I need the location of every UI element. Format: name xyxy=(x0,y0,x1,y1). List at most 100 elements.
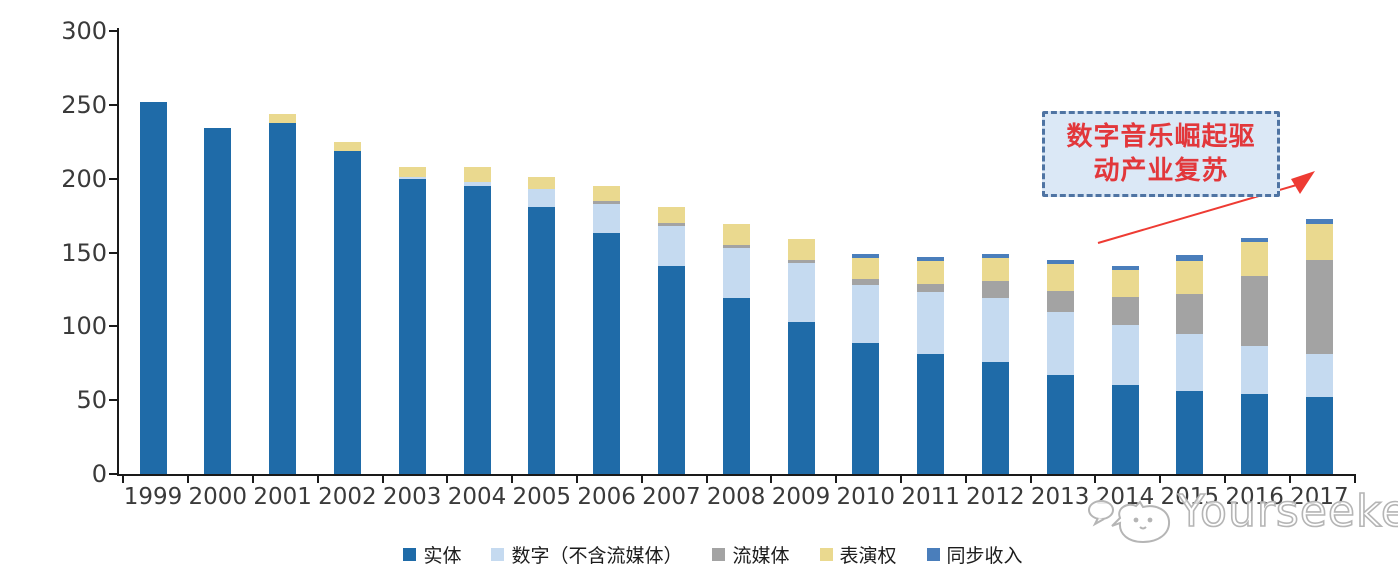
bar-2004 xyxy=(463,166,491,474)
bar-segment-2001 xyxy=(269,122,297,474)
bar-segment-2011 xyxy=(917,354,945,474)
bar-2005 xyxy=(528,177,556,474)
annotation-callout-box: 数字音乐崛起驱 动产业复苏 xyxy=(1042,111,1280,197)
bar-2015 xyxy=(1176,255,1204,474)
bar-segment-2005 xyxy=(528,206,556,474)
x-axis-tick xyxy=(252,474,254,483)
bar-2011 xyxy=(917,256,945,474)
x-axis-tick xyxy=(187,474,190,483)
x-axis-tick xyxy=(316,474,319,483)
bar-segment-2010 xyxy=(852,342,880,474)
annotation-text-line1: 数字音乐崛起驱 xyxy=(1066,122,1256,152)
x-axis-category-label: 2008 xyxy=(706,484,766,510)
x-axis-tick xyxy=(1159,474,1162,483)
x-axis-category-label: 1999 xyxy=(123,484,183,510)
bar-segment-2013 xyxy=(1046,264,1074,291)
bar-segment-2013 xyxy=(1046,375,1074,474)
legend-item: 数字（不含流媒体） xyxy=(491,541,682,568)
y-axis-tick xyxy=(109,103,119,106)
bar-segment-2003 xyxy=(398,177,426,179)
x-axis-tick xyxy=(900,474,902,483)
bar-2002 xyxy=(333,141,361,474)
bar-segment-1999 xyxy=(139,101,167,474)
legend-item: 同步收入 xyxy=(926,541,1023,568)
bar-2009 xyxy=(787,239,815,474)
watermark-text: Yourseeker xyxy=(1177,485,1398,538)
x-axis-category-label: 2002 xyxy=(318,484,377,510)
bar-segment-2005 xyxy=(528,189,556,207)
x-axis-category-label: 2013 xyxy=(1030,484,1090,510)
y-axis-tick-label: 300 xyxy=(61,17,107,45)
bar-segment-2010 xyxy=(852,285,880,343)
bar-segment-2017 xyxy=(1305,259,1333,355)
legend-label: 实体 xyxy=(423,545,462,567)
x-axis-tick xyxy=(1094,474,1097,483)
y-axis-tick xyxy=(109,251,119,254)
bar-segment-2015 xyxy=(1176,255,1204,262)
bar-segment-2011 xyxy=(917,256,945,262)
annotation-text-line2: 动产业复苏 xyxy=(1093,156,1229,186)
bar-segment-2015 xyxy=(1176,333,1204,392)
legend-swatch-icon xyxy=(712,548,726,561)
bar-segment-2015 xyxy=(1176,293,1204,334)
bar-segment-2004 xyxy=(463,181,491,187)
bar-segment-2013 xyxy=(1046,311,1074,376)
bar-segment-2014 xyxy=(1111,296,1139,325)
x-axis-tick xyxy=(770,474,773,483)
x-axis-category-label: 2009 xyxy=(771,484,831,510)
bar-segment-2012 xyxy=(981,254,1009,259)
bar-segment-2008 xyxy=(722,245,750,249)
legend-swatch-icon xyxy=(491,548,505,561)
x-axis-tick xyxy=(640,474,643,483)
x-axis-category-label: 2000 xyxy=(188,484,248,510)
bar-segment-2002 xyxy=(333,150,361,474)
bar-segment-2006 xyxy=(593,233,621,474)
bar-segment-2017 xyxy=(1305,354,1333,398)
x-axis-tick xyxy=(576,474,578,483)
x-axis-tick xyxy=(964,474,967,483)
bar-segment-2016 xyxy=(1241,345,1269,395)
bar-segment-2014 xyxy=(1111,270,1139,297)
bar-segment-2006 xyxy=(593,186,621,201)
bar-segment-2008 xyxy=(722,298,750,474)
bar-segment-2016 xyxy=(1241,242,1269,277)
bar-segment-2013 xyxy=(1046,290,1074,312)
y-axis-tick xyxy=(109,473,119,475)
y-axis-tick-label: 0 xyxy=(91,460,107,488)
bar-segment-2009 xyxy=(787,262,815,322)
bar-segment-2005 xyxy=(528,177,556,190)
x-axis-category-label: 2006 xyxy=(577,484,636,510)
x-axis-category-label: 2005 xyxy=(512,484,572,510)
bar-segment-2009 xyxy=(787,239,815,260)
bar-2006 xyxy=(593,186,621,474)
bar-segment-2007 xyxy=(657,222,685,226)
bar-segment-2010 xyxy=(852,254,880,259)
bar-segment-2011 xyxy=(917,283,945,293)
y-axis-tick-label: 250 xyxy=(61,90,107,119)
bar-segment-2000 xyxy=(204,128,232,474)
x-axis-tick xyxy=(835,474,838,483)
y-axis-tick xyxy=(109,399,119,402)
bar-segment-2003 xyxy=(398,178,426,474)
bar-segment-2003 xyxy=(398,166,426,178)
bar-2010 xyxy=(852,254,880,474)
bar-2016 xyxy=(1241,237,1269,474)
x-axis-tick xyxy=(381,474,384,483)
bar-segment-2015 xyxy=(1176,261,1204,294)
x-axis-category-label: 2007 xyxy=(642,484,701,510)
bar-segment-2009 xyxy=(787,259,815,263)
bar-segment-2007 xyxy=(657,265,685,474)
cat-face-logo-icon xyxy=(1088,500,1171,544)
bar-2014 xyxy=(1111,265,1139,474)
bar-segment-2001 xyxy=(269,113,297,123)
y-axis-tick-label: 200 xyxy=(61,164,107,193)
bar-2007 xyxy=(657,206,685,474)
bar-segment-2014 xyxy=(1111,385,1139,474)
y-axis-tick-label: 50 xyxy=(76,386,107,415)
x-axis-tick xyxy=(1288,474,1291,483)
y-axis-tick xyxy=(109,30,119,32)
bar-segment-2013 xyxy=(1046,259,1074,265)
x-axis-category-label: 2011 xyxy=(901,484,960,510)
bar-segment-2012 xyxy=(981,361,1009,474)
